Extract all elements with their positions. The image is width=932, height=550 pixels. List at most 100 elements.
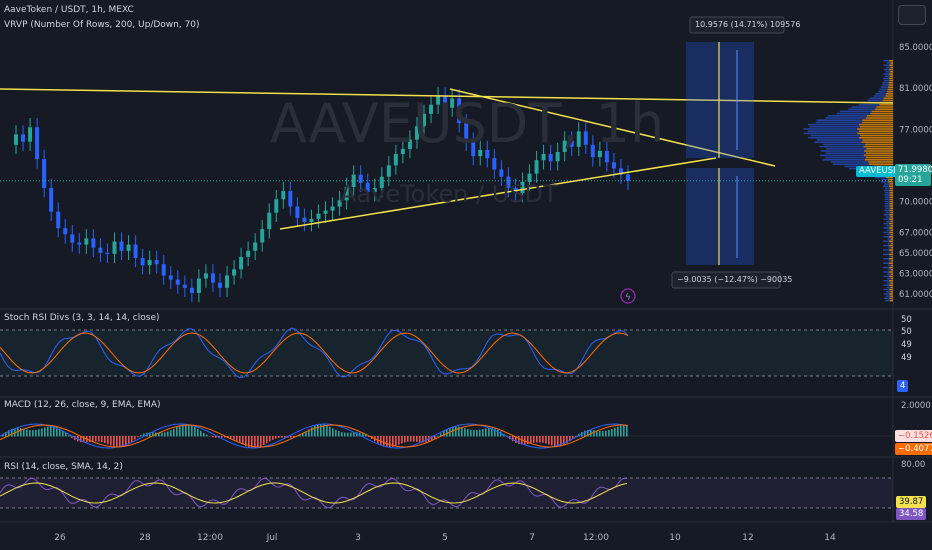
- macd-bar: [38, 429, 40, 437]
- candle: [583, 131, 588, 145]
- vp-bar: [826, 148, 867, 150]
- macd-bar: [605, 430, 607, 437]
- candle: [267, 212, 272, 230]
- macd-bar: [356, 432, 358, 437]
- vp-bar: [862, 119, 893, 121]
- candle: [309, 218, 314, 222]
- vp-bar: [885, 299, 890, 302]
- vp-bar: [814, 141, 862, 143]
- vp-bar: [886, 286, 891, 289]
- macd-bar: [71, 436, 73, 438]
- macd-bar: [167, 431, 169, 437]
- vp-bar: [825, 156, 866, 159]
- candle: [63, 228, 68, 235]
- vp-bar: [885, 176, 893, 179]
- macd-bar: [290, 436, 292, 438]
- candle: [604, 150, 609, 163]
- vp-bar: [822, 159, 865, 161]
- macd-bar: [410, 436, 412, 442]
- lightning-icon: [620, 288, 636, 304]
- macd-bar: [47, 426, 49, 437]
- macd-bar: [368, 436, 370, 437]
- candle: [386, 165, 391, 177]
- vp-bar: [883, 258, 890, 260]
- vp-bar: [891, 264, 893, 267]
- macd-bar: [362, 433, 364, 437]
- vp-bar: [883, 64, 890, 66]
- vp-bar: [891, 260, 893, 262]
- macd-bar: [500, 431, 502, 437]
- macd-histogram: [0, 423, 629, 449]
- macd-bar: [482, 429, 484, 437]
- candle: [393, 154, 398, 166]
- macd-bar: [251, 436, 253, 449]
- macd-bar: [395, 436, 397, 446]
- vp-bar: [889, 258, 893, 260]
- macd-bar: [617, 426, 619, 437]
- candle: [77, 242, 82, 245]
- stoch-tag-3: 49: [901, 340, 912, 350]
- stoch-label[interactable]: Stoch RSI Divs (3, 3, 14, 14, close): [4, 313, 160, 323]
- macd-value-2: −0.4077: [895, 443, 932, 455]
- vp-bar: [889, 214, 893, 216]
- vp-bar: [885, 95, 893, 97]
- chart-settings-button[interactable]: [898, 5, 926, 25]
- candle: [358, 174, 363, 183]
- candle: [344, 186, 349, 201]
- macd-bar: [200, 430, 202, 437]
- macd-bar: [59, 428, 61, 437]
- vp-bar: [866, 152, 893, 154]
- candle: [407, 139, 412, 149]
- symbol-title[interactable]: AaveToken / USDT, 1h, MEXC: [4, 5, 134, 15]
- vp-bar: [886, 220, 891, 223]
- macd-bar: [188, 424, 190, 437]
- macd-bar: [215, 436, 217, 438]
- vp-bar: [889, 299, 893, 302]
- rsi-value-1: 39.87: [896, 496, 927, 508]
- candle: [246, 250, 251, 257]
- macd-bar: [68, 435, 70, 437]
- stoch-tag-5: 4: [897, 380, 909, 392]
- vp-bar: [865, 143, 893, 146]
- macd-bar: [335, 429, 337, 437]
- vp-bar: [863, 154, 893, 157]
- vp-bar: [816, 119, 863, 121]
- macd-bar: [527, 436, 529, 445]
- macd-bar: [446, 429, 448, 437]
- macd-bar: [260, 436, 262, 447]
- vrvp-indicator-label[interactable]: VRVP (Number Of Rows, 200, Up/Down, 70): [4, 20, 200, 30]
- macd-bar: [626, 425, 628, 437]
- vp-bar: [887, 88, 893, 91]
- macd-bar: [5, 432, 7, 437]
- macd-bar: [464, 428, 466, 437]
- macd-bar: [41, 428, 43, 437]
- macd-bar: [386, 436, 388, 448]
- vp-bar: [889, 187, 893, 190]
- time-tick-0: 26: [54, 533, 66, 543]
- vp-bar: [883, 97, 893, 99]
- vp-bar: [880, 181, 889, 183]
- macd-label[interactable]: MACD (12, 26, close, 9, EMA, EMA): [4, 400, 161, 410]
- macd-bar: [137, 436, 139, 438]
- macd-bar: [263, 436, 265, 446]
- macd-bar: [332, 428, 334, 437]
- vp-bar: [889, 75, 893, 77]
- vp-bar: [889, 293, 893, 295]
- vp-bar: [887, 273, 891, 275]
- macd-bar: [110, 436, 112, 446]
- macd-bar: [89, 436, 91, 443]
- macd-bar: [344, 432, 346, 437]
- candle: [562, 140, 567, 152]
- macd-bar: [359, 432, 361, 437]
- macd-bar: [161, 432, 163, 437]
- time-tick-3: Jul: [266, 533, 278, 543]
- macd-bar: [20, 428, 22, 437]
- candle: [548, 154, 553, 162]
- macd-bar: [620, 425, 622, 437]
- vp-bar: [889, 236, 893, 238]
- candle: [414, 126, 419, 140]
- rsi-label[interactable]: RSI (14, close, SMA, 14, 2): [4, 462, 123, 472]
- vp-bar: [858, 130, 893, 132]
- vp-bar: [889, 231, 893, 234]
